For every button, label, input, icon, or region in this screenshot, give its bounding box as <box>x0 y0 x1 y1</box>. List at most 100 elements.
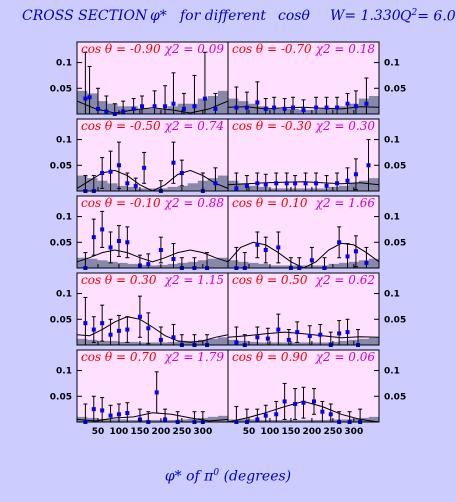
histogram-bar <box>87 417 98 422</box>
panel-background <box>228 119 379 191</box>
data-point <box>274 181 279 186</box>
data-point <box>234 105 239 110</box>
data-point <box>202 96 207 101</box>
histogram-bar <box>228 98 239 114</box>
data-point <box>335 105 340 110</box>
data-point <box>314 181 319 186</box>
histogram-bar <box>328 263 340 268</box>
data-point <box>108 332 113 337</box>
x-label-units: (degrees) <box>223 468 292 485</box>
histogram-bar <box>288 342 299 345</box>
histogram-bar <box>288 188 299 191</box>
y-tick-label: 0.05 <box>384 161 406 171</box>
histogram-bar <box>147 188 158 191</box>
q2-superscript: 2 <box>411 8 418 18</box>
data-point <box>152 104 157 109</box>
panel-4: 0.05 0.1 cos θ = -0.30 χ2 = 0.30 <box>227 118 406 192</box>
x-tick-label: 250 <box>172 427 191 437</box>
data-point <box>146 326 151 331</box>
data-point <box>244 105 249 110</box>
data-point <box>158 248 163 252</box>
histogram-bar <box>127 186 138 191</box>
panel-2: 0.05 0.1 cos θ = -0.70 χ2 = 0.18 <box>227 41 406 115</box>
histogram-bar <box>338 262 350 268</box>
histogram-bar <box>147 265 158 268</box>
data-point <box>154 390 159 395</box>
histogram-bar <box>308 342 319 345</box>
histogram-bar <box>97 101 108 114</box>
histogram-bar <box>217 90 229 114</box>
histogram-bar <box>167 419 178 422</box>
histogram-bar <box>338 106 350 114</box>
data-point <box>272 105 277 110</box>
y-tick-label: 0.05 <box>50 392 72 402</box>
data-point <box>91 327 96 332</box>
data-point <box>314 105 319 110</box>
histogram-bar <box>318 108 329 114</box>
x-label-pi: π <box>204 468 214 485</box>
data-point <box>353 172 358 177</box>
histogram-bar <box>187 103 199 114</box>
y-tick-label: 0.05 <box>50 315 72 325</box>
histogram-bar <box>207 96 219 114</box>
histogram-bar <box>248 341 259 345</box>
panel-5: 0.05 0.1 cos θ = -0.10 χ2 = 0.88 <box>50 195 229 270</box>
histogram-bar <box>268 419 279 422</box>
fit-curve <box>227 181 380 186</box>
histogram-bar <box>117 341 128 345</box>
panel-chi2-label: χ2 = 0.18 <box>315 42 376 56</box>
panel-chi2-label: χ2 = 0.74 <box>164 119 224 133</box>
x-axis-label: φ* of π0 (degrees) <box>0 468 456 485</box>
histogram-bar <box>107 183 118 191</box>
histogram-bar <box>207 178 219 191</box>
data-point <box>276 245 281 250</box>
y-tick-label: 0.1 <box>56 213 72 223</box>
histogram-bar <box>328 419 340 422</box>
panel-background <box>228 273 379 345</box>
histogram-bar <box>97 260 108 268</box>
histogram-bar <box>207 338 219 345</box>
panel-cos-label: cos θ = 0.30 <box>81 273 157 287</box>
x-tick-label: 300 <box>344 427 363 437</box>
panel-frame <box>227 41 380 115</box>
panel-frame <box>227 118 380 192</box>
data-point <box>137 314 142 319</box>
histogram-bar <box>308 188 319 191</box>
histogram-bar <box>177 419 189 422</box>
histogram-bar <box>298 265 309 268</box>
data-point <box>108 169 113 174</box>
histogram-bar <box>338 419 350 422</box>
y-tick-label: 0.05 <box>50 238 72 248</box>
histogram-bar <box>238 183 249 191</box>
y-tick-label: 0.05 <box>384 84 406 94</box>
panel-cos-label: cos θ = -0.50 <box>81 119 161 133</box>
data-point <box>116 328 121 333</box>
data-point <box>108 413 113 418</box>
data-point <box>140 104 145 109</box>
data-point <box>286 337 291 342</box>
data-point <box>116 412 121 417</box>
data-point <box>83 96 88 101</box>
histogram-bar <box>187 340 199 345</box>
histogram-bar <box>87 93 98 114</box>
histogram-bar <box>217 337 229 345</box>
histogram-bar <box>288 265 299 268</box>
data-point <box>337 240 342 245</box>
data-point <box>274 412 279 417</box>
histogram-bar <box>308 109 319 114</box>
data-point <box>263 248 268 252</box>
subtitle-text: for different <box>180 8 267 24</box>
panel-cos-label: cos θ = -0.90 <box>81 42 161 56</box>
histogram-bar <box>137 419 148 422</box>
data-point <box>293 402 298 406</box>
data-point <box>158 337 163 342</box>
data-point <box>284 181 289 186</box>
y-tick-label: 0.05 <box>384 392 406 402</box>
histogram-bar <box>318 419 329 422</box>
data-point <box>345 101 350 106</box>
x-tick-label: 100 <box>110 427 129 437</box>
histogram-bar <box>217 175 229 191</box>
panel-background <box>228 196 379 268</box>
data-point <box>179 171 184 175</box>
histogram-bar <box>248 419 259 422</box>
